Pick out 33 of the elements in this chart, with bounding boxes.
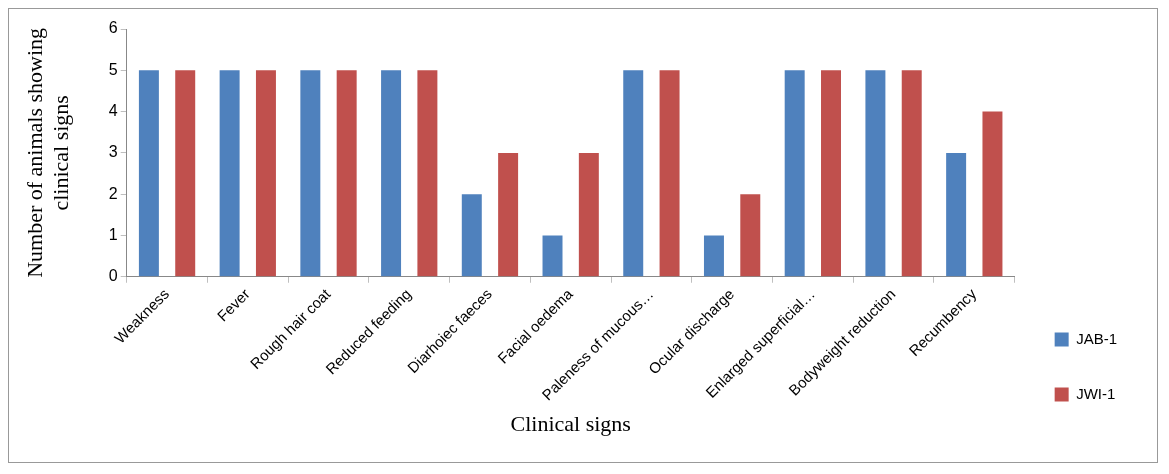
y-tick-label: 2	[108, 184, 118, 202]
y-tick-label: 0	[108, 267, 118, 285]
bar	[740, 194, 761, 277]
x-axis-title: Clinical signs	[510, 410, 631, 436]
bar	[175, 70, 196, 277]
bar	[542, 235, 563, 277]
bar	[982, 111, 1003, 277]
bar	[703, 235, 724, 277]
bar	[578, 152, 599, 277]
legend-label: JAB-1	[1076, 329, 1118, 347]
legend-label: JWI-1	[1076, 384, 1116, 402]
bar	[623, 70, 644, 277]
bar	[381, 70, 402, 277]
bar	[946, 152, 967, 277]
y-tick-label: 1	[108, 225, 118, 243]
bar	[300, 70, 321, 277]
y-tick-label: 3	[108, 143, 118, 161]
bar	[417, 70, 438, 277]
bar	[821, 70, 841, 277]
bar	[461, 194, 482, 277]
y-tick-label: 5	[108, 60, 118, 78]
y-axis-title: Number of animals showing clinical signs	[21, 27, 74, 278]
y-tick-label: 6	[108, 19, 118, 37]
bar	[659, 70, 680, 277]
bar	[255, 70, 276, 277]
bar	[901, 70, 922, 277]
bar	[865, 70, 886, 277]
bar	[219, 70, 240, 277]
bar	[138, 70, 159, 277]
bar	[498, 152, 519, 277]
bar	[336, 70, 357, 277]
y-tick-label: 4	[108, 101, 118, 119]
bar	[784, 70, 805, 277]
